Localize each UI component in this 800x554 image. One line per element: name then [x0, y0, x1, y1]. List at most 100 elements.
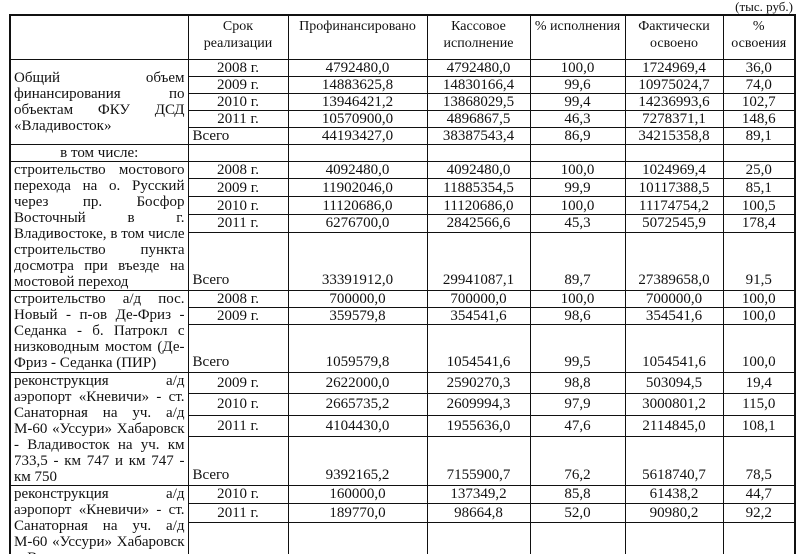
project-label: реконструкция а/д аэропорт «Кневичи» - с…	[9, 484, 189, 554]
cell-actual: 5072545,9	[624, 213, 724, 233]
cell-cash: 2609994,3	[426, 393, 531, 416]
cell-financed: 2665735,2	[287, 393, 428, 416]
cell-period: 2010 г.	[187, 196, 289, 215]
empty-cell	[529, 143, 626, 162]
empty-cell	[287, 143, 428, 162]
table-row: реконструкция а/д аэропорт «Кневичи» - с…	[9, 484, 796, 554]
cell-cash: 7155900,7	[426, 436, 531, 486]
cell-cash: 1955636,0	[426, 414, 531, 438]
cell-pct-development: 19,4	[722, 371, 796, 395]
table-header: Срок реализации Профинансировано Кассовое …	[9, 14, 796, 60]
cell-pct-development: 85,1	[722, 178, 796, 198]
project-label: Общий объем финансирования по объектам Ф…	[9, 58, 189, 145]
cell-pct-execution: 46,3	[529, 109, 626, 128]
cell-actual: 34215358,8	[624, 126, 724, 145]
cell-actual: 61438,2	[624, 484, 724, 505]
cell-pct-execution: 99,4	[529, 92, 626, 111]
cell-pct-development: 178,4	[722, 213, 796, 233]
cell-cash: 4896867,5	[426, 109, 531, 128]
table-row: Всего 44193427,0 38387543,4 86,9 34215358,8 8…	[10, 126, 796, 145]
cell-financed: 4104430,0	[287, 414, 428, 438]
cell-period: 2009 г.	[187, 75, 289, 94]
cell-cash: 98664,8	[426, 503, 531, 523]
empty-cell	[722, 143, 796, 162]
header-row: Срок реализации Профинансировано Кассовое …	[9, 14, 796, 60]
cell-cash: 236014,0	[426, 521, 531, 554]
cell-actual: 5618740,7	[624, 436, 724, 486]
project-label: строительство а/д пос. Новый - п-ов Де-Ф…	[9, 289, 189, 373]
cell-financed: 33391912,0	[287, 231, 428, 291]
cell-pct-development: 148,6	[722, 109, 796, 128]
cell-pct-development: 102,7	[722, 92, 796, 111]
cell-period: Всего	[187, 231, 289, 291]
cell-financed: 44193427,0	[287, 126, 428, 145]
cell-pct-development: 78,5	[722, 436, 796, 486]
table-row: строительство мостового перехода на о. Р…	[9, 160, 796, 291]
cell-actual: 354541,6	[624, 306, 724, 325]
cell-actual: 503094,5	[624, 371, 724, 395]
cell-pct-development: 74,0	[722, 75, 796, 94]
cell-actual: 3000801,2	[624, 393, 724, 416]
column-header: % исполнения	[529, 14, 626, 60]
cell-period: Всего	[187, 521, 289, 554]
cell-pct-development: 36,0	[722, 58, 796, 77]
cell-pct-execution: 67,5	[529, 521, 626, 554]
cell-period: 2008 г.	[187, 58, 289, 77]
cell-pct-execution: 100,0	[529, 289, 626, 308]
cell-period: 2008 г.	[187, 289, 289, 308]
cell-period: Всего	[187, 126, 289, 145]
cell-cash: 700000,0	[426, 289, 531, 308]
cell-financed: 9392165,2	[287, 436, 428, 486]
cell-pct-execution: 89,7	[529, 231, 626, 291]
empty-cell	[624, 143, 724, 162]
cell-pct-execution: 99,9	[529, 178, 626, 198]
table-row: 2011 г. 4104430,0 1955636,0 47,6 2114845,0 10…	[10, 414, 796, 438]
column-header: % освоения	[722, 14, 796, 60]
cell-pct-execution: 100,0	[529, 196, 626, 215]
cell-pct-execution: 100,0	[529, 160, 626, 180]
cell-actual: 10117388,5	[624, 178, 724, 198]
cell-actual: 700000,0	[624, 289, 724, 308]
cell-pct-execution: 86,9	[529, 126, 626, 145]
cell-cash: 4092480,0	[426, 160, 531, 180]
cell-financed: 4792480,0	[287, 58, 428, 77]
column-header	[9, 14, 189, 60]
table-row: Всего 1059579,8 1054541,6 99,5 1054541,6 100,…	[10, 323, 796, 373]
project-label: строительство мостового перехода на о. Р…	[9, 160, 189, 291]
table-body: Общий объем финансирования по объектам Ф…	[9, 58, 796, 554]
cell-financed: 189770,0	[287, 503, 428, 523]
cell-cash: 2590270,3	[426, 371, 531, 395]
cell-actual: 152418,4	[624, 521, 724, 554]
column-header: Фактически освоено	[624, 14, 724, 60]
cell-period: Всего	[187, 323, 289, 373]
empty-cell	[426, 143, 531, 162]
cell-cash: 137349,2	[426, 484, 531, 505]
cell-period: 2011 г.	[187, 109, 289, 128]
cell-pct-execution: 99,6	[529, 75, 626, 94]
section-separator-label: в том числе:	[9, 143, 189, 162]
cell-pct-execution: 47,6	[529, 414, 626, 438]
cell-actual: 27389658,0	[624, 231, 724, 291]
cell-actual: 1054541,6	[624, 323, 724, 373]
financing-table: Срок реализации Профинансировано Кассовое …	[9, 14, 796, 554]
cell-pct-development: 91,5	[722, 231, 796, 291]
cell-cash: 14830166,4	[426, 75, 531, 94]
cell-pct-development: 25,0	[722, 160, 796, 180]
table-row: Всего 9392165,2 7155900,7 76,2 5618740,7 78,5	[10, 436, 796, 486]
cell-actual: 1024969,4	[624, 160, 724, 180]
cell-period: 2010 г.	[187, 393, 289, 416]
cell-period: 2011 г.	[187, 414, 289, 438]
cell-pct-execution: 100,0	[529, 58, 626, 77]
cell-financed: 13946421,2	[287, 92, 428, 111]
cell-actual: 14236993,6	[624, 92, 724, 111]
cell-pct-development: 89,1	[722, 126, 796, 145]
cell-period: 2011 г.	[187, 503, 289, 523]
cell-cash: 1054541,6	[426, 323, 531, 373]
cell-pct-development: 64,6	[722, 521, 796, 554]
section-separator-row: в том числе:	[9, 143, 796, 162]
table-row: Общий объем финансирования по объектам Ф…	[9, 58, 796, 145]
table-row: 2009 г. 14883625,8 14830166,4 99,6 10975024,…	[10, 75, 796, 94]
cell-pct-development: 100,5	[722, 196, 796, 215]
cell-pct-development: 100,0	[722, 323, 796, 373]
cell-period: 2009 г.	[187, 371, 289, 395]
